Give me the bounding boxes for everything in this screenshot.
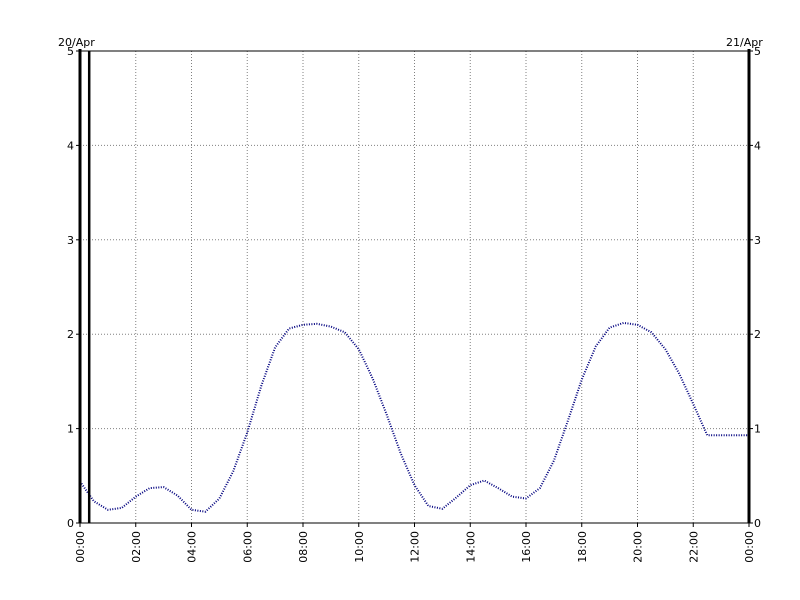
x-tick-label: 08:00: [297, 531, 310, 563]
x-tick-label: 06:00: [241, 531, 254, 563]
date-label-end: 21/Apr: [726, 36, 763, 49]
x-tick-label: 04:00: [186, 531, 199, 563]
series-line-path: [79, 321, 749, 513]
y-tick-label-left: 5: [67, 45, 74, 58]
x-axis: 00:00 02:00 04:00 06:00 08:00 10:00 12:00 14:00…: [74, 523, 756, 563]
y-tick-label-left: 3: [67, 234, 74, 247]
x-tick-label: 20:00: [632, 531, 645, 563]
y-tick-label-right: 4: [754, 139, 761, 152]
x-tick-label: 16:00: [520, 531, 533, 563]
x-tick-label: 12:00: [409, 531, 422, 563]
y-tick-label-left: 1: [67, 423, 74, 436]
x-tick-label: 10:00: [353, 531, 366, 563]
y-tick-label-right: 3: [754, 234, 761, 247]
y-tick-label-right: 0: [754, 517, 761, 530]
date-label-start: 20/Apr: [58, 36, 95, 49]
x-tick-label: 22:00: [687, 531, 700, 563]
x-tick-label: 00:00: [743, 531, 756, 563]
grid: [80, 51, 749, 523]
y-tick-label-left: 0: [67, 517, 74, 530]
series-line: [79, 321, 749, 513]
y-tick-label-left: 2: [67, 328, 74, 341]
y-tick-label-right: 2: [754, 328, 761, 341]
y-axis-right: 0 1 2 3 4 5: [749, 45, 761, 530]
y-tick-label-right: 1: [754, 423, 761, 436]
x-tick-label: 02:00: [130, 531, 143, 563]
x-tick-label: 18:00: [576, 531, 589, 563]
y-tick-label-left: 4: [67, 139, 74, 152]
x-tick-label: 14:00: [464, 531, 477, 563]
x-tick-label: 00:00: [74, 531, 87, 563]
y-tick-label-right: 5: [754, 45, 761, 58]
y-axis-left: 0 1 2 3 4 5: [67, 45, 80, 530]
